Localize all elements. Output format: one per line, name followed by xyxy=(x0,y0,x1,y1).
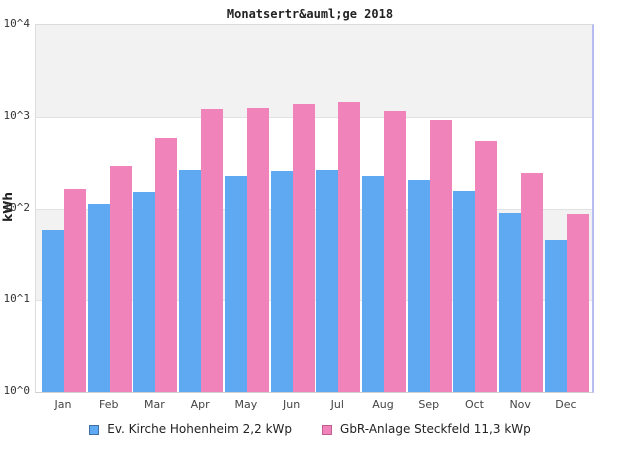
bar-jul-series2 xyxy=(338,101,361,392)
bar-jul-series1 xyxy=(316,169,339,392)
plot-area xyxy=(35,24,594,393)
bar-group-sep xyxy=(407,120,452,392)
bar-group-mar xyxy=(133,138,178,392)
bar-apr-series1 xyxy=(179,170,202,392)
bar-nov-series1 xyxy=(499,212,522,392)
bar-dec-series1 xyxy=(544,240,567,392)
bar-sep-series1 xyxy=(407,180,430,392)
bar-feb-series2 xyxy=(109,166,132,392)
bar-jun-series2 xyxy=(292,103,315,392)
y-tick-label: 10^3 xyxy=(3,108,31,122)
bar-oct-series1 xyxy=(453,191,476,392)
bar-group-nov xyxy=(499,173,544,392)
bar-dec-series2 xyxy=(566,214,589,392)
bar-sep-series2 xyxy=(429,120,452,392)
x-tick-label-feb: Feb xyxy=(98,398,119,411)
bar-aug-series1 xyxy=(362,176,385,392)
bar-group-feb xyxy=(87,166,132,392)
x-tick-label-nov: Nov xyxy=(509,398,531,411)
bar-group-jul xyxy=(316,101,361,392)
legend-swatch-icon xyxy=(322,424,333,435)
bar-group-dec xyxy=(544,214,589,392)
legend-label: GbR-Anlage Steckfeld 11,3 kWp xyxy=(340,422,531,436)
x-tick-label-jul: Jul xyxy=(330,398,344,411)
bar-group-oct xyxy=(453,140,498,392)
bar-mar-series1 xyxy=(133,192,156,392)
legend: Ev. Kirche Hohenheim 2,2 kWp GbR-Anlage S… xyxy=(0,422,620,437)
bar-aug-series2 xyxy=(384,110,407,392)
chart-title: Monatsertr&auml;ge 2018 xyxy=(226,7,394,21)
bar-group-may xyxy=(224,108,269,392)
y-tick-label: 10^2 xyxy=(3,200,31,214)
bar-jan-series1 xyxy=(42,229,64,392)
bar-apr-series2 xyxy=(201,109,224,392)
bar-group-apr xyxy=(179,109,224,392)
x-tick-label-may: May xyxy=(234,398,258,411)
x-tick-label-jun: Jun xyxy=(283,398,301,411)
bar-groups xyxy=(36,25,592,392)
bar-jan-series2 xyxy=(64,189,86,392)
bar-may-series1 xyxy=(224,176,247,392)
bar-feb-series1 xyxy=(87,204,110,392)
x-tick-label-mar: Mar xyxy=(144,398,165,411)
bar-may-series2 xyxy=(246,108,269,392)
x-tick-label-dec: Dec xyxy=(555,398,577,411)
bar-group-jan xyxy=(42,189,86,392)
legend-item-series2: GbR-Anlage Steckfeld 11,3 kWp xyxy=(322,422,531,437)
bar-nov-series2 xyxy=(521,173,544,392)
x-tick-label-jan: Jan xyxy=(54,398,72,411)
legend-label: Ev. Kirche Hohenheim 2,2 kWp xyxy=(107,422,293,436)
plot-band-10e3-10e4 xyxy=(36,25,592,117)
bar-oct-series2 xyxy=(475,140,498,392)
x-tick-label-apr: Apr xyxy=(190,398,210,411)
x-tick-label-aug: Aug xyxy=(372,398,394,411)
x-tick-label-sep: Sep xyxy=(418,398,440,411)
legend-item-series1: Ev. Kirche Hohenheim 2,2 kWp xyxy=(89,422,292,437)
x-tick-label-oct: Oct xyxy=(464,398,484,411)
y-tick-label: 10^0 xyxy=(3,384,31,397)
bar-mar-series2 xyxy=(155,138,178,392)
legend-swatch-icon xyxy=(89,424,100,435)
bar-group-aug xyxy=(362,110,407,392)
bar-jun-series1 xyxy=(270,171,293,392)
x-axis-labels: Jan Feb Mar Apr May Jun Jul Aug Sep Oct Nov Dec xyxy=(35,398,591,411)
y-tick-label: 10^4 xyxy=(3,17,31,30)
y-tick-label: 10^1 xyxy=(3,292,31,306)
bar-group-jun xyxy=(270,103,315,392)
